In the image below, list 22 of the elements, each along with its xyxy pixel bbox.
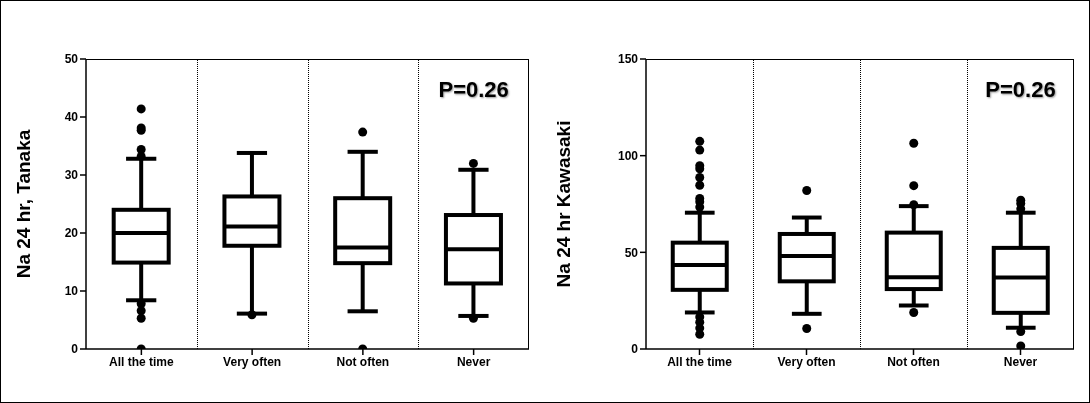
x-tick-label: All the time <box>109 354 175 369</box>
x-tick-label: Very often <box>777 354 836 369</box>
y-tick-label: 100 <box>617 148 639 163</box>
y-tick-label: 50 <box>624 245 639 260</box>
y-tick-label: 0 <box>631 342 639 357</box>
x-tick-label: Never <box>456 354 491 369</box>
y-axis-title: Na 24 hr Kawasaki <box>552 120 574 288</box>
y-axis-title: Na 24 hr, Tanaka <box>12 129 34 279</box>
annotation: P=0.26 <box>437 77 510 103</box>
y-tick-label: 150 <box>617 52 639 67</box>
x-tick-label: Not often <box>887 354 940 369</box>
y-tick-label: 10 <box>64 284 79 299</box>
y-tick-label: 20 <box>64 226 79 241</box>
y-tick-label: 0 <box>71 342 79 357</box>
y-tick-label: 50 <box>64 52 79 67</box>
y-tick-label: 30 <box>64 168 79 183</box>
x-tick-label: Not often <box>336 354 390 369</box>
x-tick-label: Never <box>1003 354 1038 369</box>
annotation: P=0.26 <box>984 77 1057 103</box>
x-tick-label: Very often <box>223 354 282 369</box>
y-tick-label: 40 <box>64 110 79 125</box>
x-tick-label: All the time <box>667 354 733 369</box>
